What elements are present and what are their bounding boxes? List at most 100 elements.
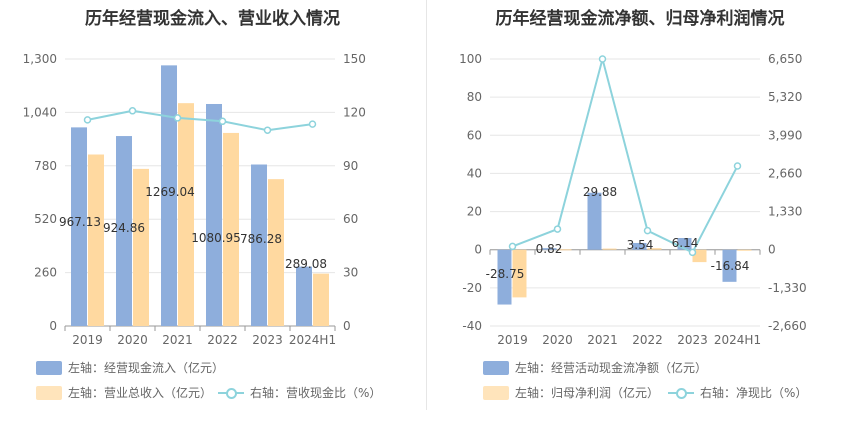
line-point (733, 162, 742, 170)
y-right-tick-label: 5,320 (768, 90, 802, 104)
x-tick-label: 2024H1 (289, 333, 336, 347)
legend-label: 右轴：净现比（%） (700, 386, 808, 400)
data-label: 3.54 (627, 238, 654, 252)
data-label: -28.75 (486, 267, 525, 281)
y-right-tick-label: 0 (768, 243, 776, 257)
bar-series1 (722, 249, 737, 282)
y-left-tick-label: -40 (462, 319, 482, 333)
data-label: -16.84 (711, 259, 750, 273)
line-point (83, 116, 92, 124)
bar-series2 (602, 248, 617, 250)
legend-c1-s1[interactable]: 左轴：经营现金流入（亿元） (36, 359, 224, 376)
legend-c2-s2[interactable]: 左轴：归母净利润（亿元） (483, 384, 659, 401)
data-label: 786.28 (240, 232, 282, 246)
legend-c2-s1[interactable]: 左轴：经营活动现金流净额（亿元） (483, 359, 707, 376)
bar-series2 (557, 249, 572, 251)
legend-swatch-orange (36, 385, 62, 400)
y-left-tick-label: 780 (34, 159, 57, 173)
y-left-tick-label: 0 (49, 319, 57, 333)
legend-swatch-line (218, 386, 244, 400)
y-left-tick-label: 260 (34, 266, 57, 280)
legend-swatch-blue (483, 360, 509, 375)
x-tick-label: 2021 (587, 333, 618, 347)
bar-series1 (116, 136, 132, 326)
legend-swatch-blue (36, 360, 62, 375)
line-point (598, 55, 607, 63)
x-tick-label: 2024H1 (714, 333, 761, 347)
line-point (688, 248, 697, 257)
bar-series2 (133, 168, 149, 326)
y-left-tick-label: 20 (467, 205, 482, 219)
x-tick-label: 2023 (252, 333, 283, 347)
line-series (87, 109, 313, 132)
bar-series1 (206, 103, 222, 326)
data-label: 0.82 (536, 242, 563, 256)
x-tick-label: 2019 (497, 333, 528, 347)
line-point (263, 126, 272, 134)
y-left-tick-label: 1,300 (23, 52, 57, 66)
data-label: 6.14 (672, 236, 699, 250)
line-point (553, 225, 562, 233)
bar-series2 (512, 249, 527, 298)
legend-swatch-orange (483, 385, 509, 400)
chart1-title: 历年经营现金流入、营业收入情况 (85, 9, 340, 29)
bar-series1 (296, 266, 312, 326)
legend-label: 右轴：营收现金比（%） (250, 386, 382, 400)
data-label: 289.08 (285, 257, 327, 271)
y-left-tick-label: 100 (459, 52, 482, 66)
line-series (512, 55, 739, 254)
y-right-tick-label: 60 (343, 212, 358, 226)
y-left-tick-label: -20 (462, 281, 482, 295)
line-point (218, 117, 227, 126)
y-right-tick-label: -1,330 (768, 281, 807, 295)
bar-series2 (223, 132, 239, 326)
y-right-tick-label: -2,660 (768, 319, 807, 333)
bar-series1 (542, 248, 557, 250)
bar-series1 (161, 65, 177, 327)
bar-series2 (178, 103, 194, 327)
legend-label: 左轴：营业总收入（亿元） (68, 386, 213, 400)
x-tick-label: 2019 (72, 333, 103, 347)
bar-series1 (71, 127, 87, 326)
y-left-tick-label: 40 (467, 166, 482, 180)
bar-series2 (737, 249, 752, 251)
legend-label: 左轴：经营活动现金流净额（亿元） (515, 361, 708, 375)
line-point (508, 242, 517, 251)
line-point (308, 120, 317, 128)
bar-series1 (251, 164, 267, 326)
x-tick-label: 2020 (117, 333, 148, 347)
y-right-tick-label: 6,650 (768, 52, 802, 66)
x-tick-label: 2020 (542, 333, 573, 347)
y-left-tick-label: 0 (474, 243, 482, 257)
x-tick-label: 2022 (632, 333, 663, 347)
y-left-tick-label: 1,040 (23, 105, 57, 119)
chart2-title: 历年经营现金流净额、归母净利润情况 (495, 9, 785, 29)
data-label: 1080.95 (191, 231, 241, 245)
data-label: 967.13 (59, 215, 101, 229)
legend-c1-s2[interactable]: 左轴：营业总收入（亿元） (36, 384, 212, 401)
legend-label: 左轴：归母净利润（亿元） (515, 386, 660, 400)
data-label: 1269.04 (145, 185, 195, 199)
y-right-tick-label: 150 (343, 52, 366, 66)
line-point (173, 114, 182, 122)
y-left-tick-label: 520 (34, 212, 57, 226)
y-right-tick-label: 1,330 (768, 205, 802, 219)
legend-label: 左轴：经营现金流入（亿元） (68, 361, 225, 375)
bar-series2 (268, 179, 284, 326)
legend-c2-s3[interactable]: 右轴：净现比（%） (668, 384, 807, 401)
bar-series2 (647, 248, 662, 250)
x-tick-label: 2021 (162, 333, 193, 347)
data-label: 29.88 (583, 185, 617, 199)
bar-series1 (497, 249, 512, 305)
bar-series2 (313, 273, 329, 326)
line-point (128, 107, 137, 115)
legend-c1-s3[interactable]: 右轴：营收现金比（%） (218, 384, 381, 401)
data-label: 924.86 (103, 221, 145, 235)
y-right-tick-label: 120 (343, 105, 366, 119)
bar-series2 (88, 154, 104, 326)
line-point (643, 226, 652, 235)
y-left-tick-label: 80 (467, 90, 482, 104)
y-right-tick-label: 0 (343, 319, 351, 333)
y-left-tick-label: 60 (467, 128, 482, 142)
